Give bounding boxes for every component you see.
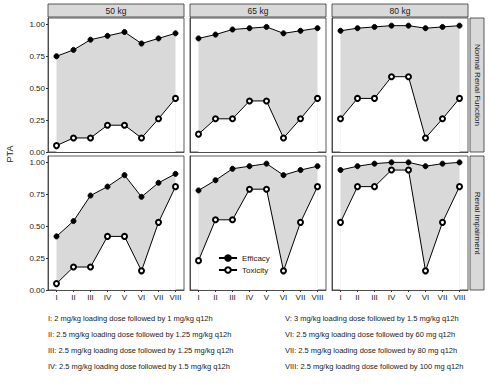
svg-text:Normal Renal Function: Normal Renal Function — [473, 44, 482, 126]
svg-text:V: V — [264, 293, 270, 302]
svg-text:I: 2 mg/kg loading dose follow: I: 2 mg/kg loading dose followed by 1 mg… — [48, 314, 213, 323]
svg-text:VIII: 2.5 mg/kg loading dose f: VIII: 2.5 mg/kg loading dose followed by… — [285, 362, 463, 371]
svg-text:Toxicity: Toxicity — [242, 266, 268, 275]
svg-text:IV: IV — [104, 293, 112, 302]
svg-text:0.75: 0.75 — [29, 52, 45, 61]
svg-text:0.25: 0.25 — [29, 116, 45, 125]
svg-text:VI: VI — [138, 293, 146, 302]
svg-text:0.00: 0.00 — [29, 148, 45, 157]
svg-text:VI: VI — [280, 293, 288, 302]
svg-text:V: V — [122, 293, 128, 302]
svg-text:II: 2.5 mg/kg loading dose fol: II: 2.5 mg/kg loading dose followed by 1… — [48, 330, 231, 339]
svg-text:VII: VII — [296, 293, 306, 302]
svg-text:V: V — [406, 293, 412, 302]
svg-text:I: I — [339, 293, 341, 302]
svg-text:III: III — [371, 293, 378, 302]
svg-text:I: I — [55, 293, 57, 302]
svg-text:II: II — [213, 293, 217, 302]
svg-text:IV: 2.5 mg/kg loading dose fol: IV: 2.5 mg/kg loading dose followed by 1… — [48, 362, 230, 371]
svg-text:I: I — [197, 293, 199, 302]
svg-text:0.50: 0.50 — [29, 84, 45, 93]
svg-text:VII: 2.5 mg/kg loading dose fo: VII: 2.5 mg/kg loading dose followed by … — [285, 346, 457, 355]
svg-text:0.50: 0.50 — [29, 222, 45, 231]
svg-text:50 kg: 50 kg — [106, 6, 127, 16]
svg-text:1.00: 1.00 — [29, 20, 45, 29]
svg-text:III: III — [87, 293, 94, 302]
svg-text:VIII: VIII — [311, 293, 323, 302]
svg-text:65 kg: 65 kg — [248, 6, 269, 16]
svg-text:VI: VI — [422, 293, 430, 302]
svg-text:II: II — [355, 293, 359, 302]
svg-text:VII: VII — [154, 293, 164, 302]
svg-text:II: II — [71, 293, 75, 302]
svg-text:III: III — [229, 293, 236, 302]
svg-text:80 kg: 80 kg — [390, 6, 411, 16]
svg-text:PTA: PTA — [5, 146, 15, 163]
svg-text:1.00: 1.00 — [29, 158, 45, 167]
svg-text:IV: IV — [246, 293, 254, 302]
svg-text:0.75: 0.75 — [29, 190, 45, 199]
svg-text:V: 3 mg/kg loading dose follow: V: 3 mg/kg loading dose followed by 1.5 … — [285, 314, 459, 323]
svg-text:IV: IV — [388, 293, 396, 302]
svg-text:Renal impairment: Renal impairment — [473, 192, 482, 255]
svg-text:VIII: VIII — [453, 293, 465, 302]
svg-text:VIII: VIII — [169, 293, 181, 302]
svg-text:Efficacy: Efficacy — [242, 254, 270, 263]
svg-text:VII: VII — [438, 293, 448, 302]
svg-text:0.00: 0.00 — [29, 286, 45, 295]
svg-text:0.25: 0.25 — [29, 254, 45, 263]
svg-text:VI: 2.5 mg/kg loading dose fol: VI: 2.5 mg/kg loading dose followed by 6… — [285, 330, 455, 339]
svg-text:III: 2.5 mg/kg loading dose fo: III: 2.5 mg/kg loading dose followed by … — [48, 346, 234, 355]
